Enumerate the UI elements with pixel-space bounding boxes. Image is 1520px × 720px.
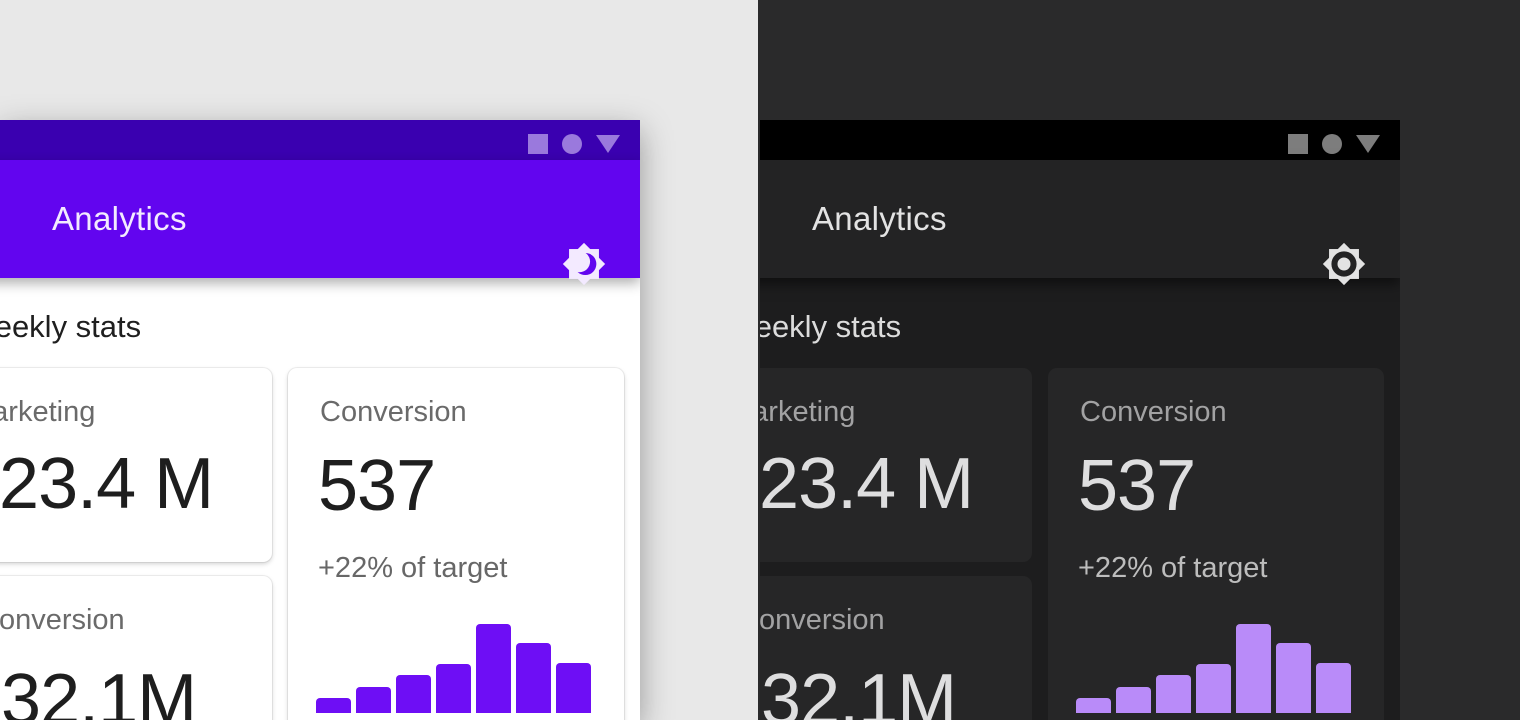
chart-bar (436, 664, 471, 713)
stat-card-conversion: Conversion 537 +22% of target (288, 368, 624, 720)
brightness-icon[interactable] (1318, 238, 1370, 290)
app-bar-title: Analytics (812, 200, 947, 237)
status-bar (760, 120, 1400, 160)
chart-bar (1156, 675, 1191, 713)
content-area: Weekly stats Marketing 123.4 M Conversio… (0, 278, 640, 720)
content-area: Weekly stats Marketing 123.4 M Conversio… (760, 278, 1400, 720)
chart-bar (476, 624, 511, 713)
chart-bar (1196, 664, 1231, 713)
card-value: 537 (318, 446, 436, 526)
stat-card-conversion-2: Conversion 432.1M (760, 576, 1032, 720)
card-label: Conversion (760, 604, 885, 636)
square-icon (1288, 134, 1308, 154)
status-bar (0, 120, 640, 160)
card-delta: +22% of target (1078, 552, 1268, 584)
stat-card-conversion-2: Conversion 432.1M (0, 576, 272, 720)
app-bar-title: Analytics (52, 200, 187, 237)
stat-card-marketing: Marketing 123.4 M (760, 368, 1032, 562)
app-screen: Analytics Weekly stats Marketing 123.4 M (0, 120, 640, 720)
card-value: 432.1M (760, 660, 957, 720)
chart-bar (316, 698, 351, 713)
conversion-bar-chart (1076, 623, 1356, 713)
card-label: Marketing (760, 396, 856, 428)
triangle-down-icon (1356, 135, 1380, 153)
section-title: Weekly stats (760, 309, 902, 344)
card-delta: +22% of target (318, 552, 508, 584)
square-icon (528, 134, 548, 154)
chart-bar (356, 687, 391, 713)
chart-bar (396, 675, 431, 713)
status-bar-icons (1288, 134, 1380, 154)
app-bar: Analytics (0, 160, 640, 286)
app-bar: Analytics (760, 160, 1400, 286)
chart-bar (1276, 643, 1311, 713)
stat-card-conversion: Conversion 537 +22% of target (1048, 368, 1384, 720)
card-label: Conversion (1080, 396, 1227, 428)
card-label: Marketing (0, 396, 96, 428)
phone-screenshot-dark: Analytics Weekly stats Marketing 123.4 M (760, 120, 1400, 720)
status-bar-icons (528, 134, 620, 154)
app-screen: Analytics Weekly stats Marketing 123.4 M (760, 120, 1400, 720)
stat-card-marketing: Marketing 123.4 M (0, 368, 272, 562)
chart-bar (1076, 698, 1111, 713)
card-value: 537 (1078, 446, 1196, 526)
section-title: Weekly stats (0, 309, 142, 344)
card-label: Conversion (0, 604, 125, 636)
card-value: 123.4 M (0, 444, 214, 524)
card-value: 123.4 M (760, 444, 974, 524)
circle-icon (562, 134, 582, 154)
chart-bar (1236, 624, 1271, 713)
card-label: Conversion (320, 396, 467, 428)
circle-icon (1322, 134, 1342, 154)
card-value: 432.1M (0, 660, 197, 720)
chart-bar (1116, 687, 1151, 713)
chart-bar (516, 643, 551, 713)
phone-screenshot-light: Analytics Weekly stats Marketing 123.4 M (0, 120, 640, 720)
conversion-bar-chart (316, 623, 596, 713)
chart-bar (556, 663, 591, 713)
chart-bar (1316, 663, 1351, 713)
triangle-down-icon (596, 135, 620, 153)
day-night-toggle-icon[interactable] (558, 238, 610, 290)
